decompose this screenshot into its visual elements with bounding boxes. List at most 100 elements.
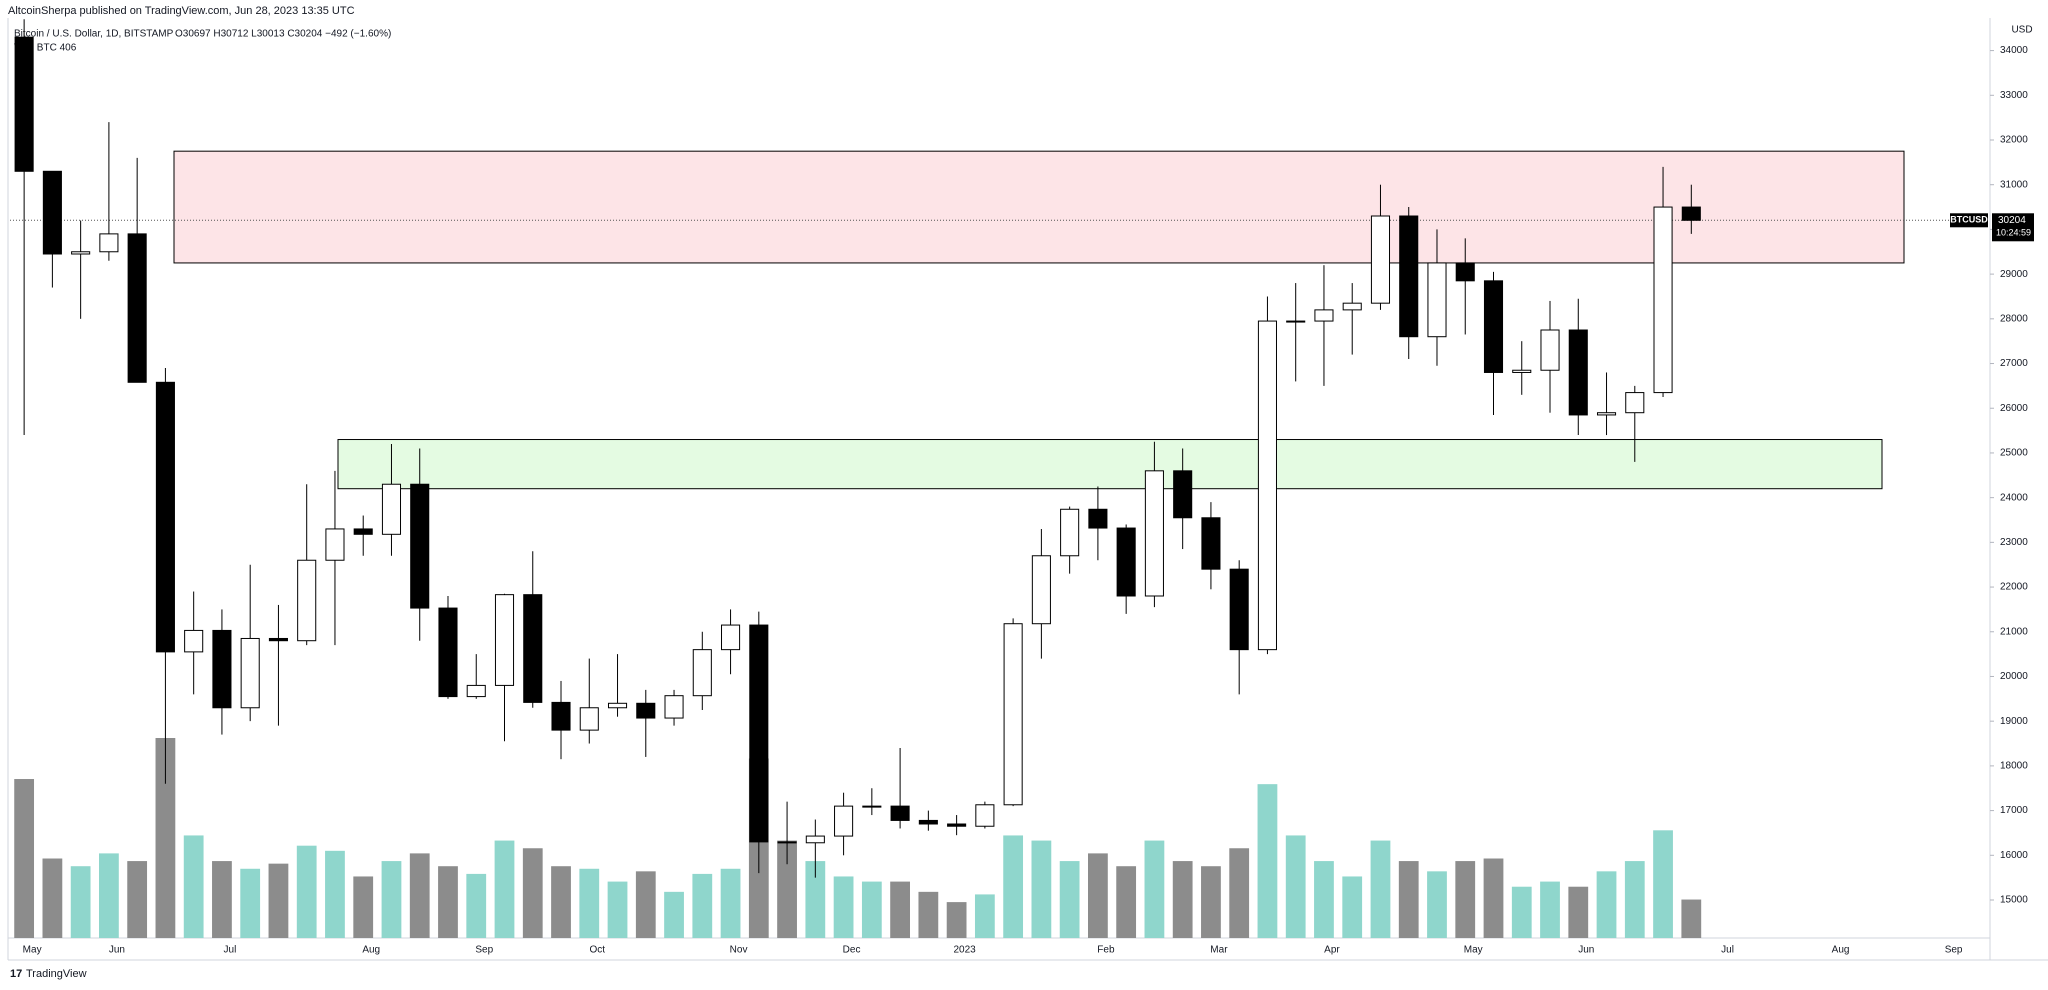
volume-bar xyxy=(325,850,345,938)
y-tick-label: 25000 xyxy=(2000,448,2028,459)
volume-bar xyxy=(974,894,995,938)
volume-bar xyxy=(1370,840,1391,938)
candle-body xyxy=(1342,302,1362,311)
candle-body xyxy=(1512,369,1532,373)
volume-bar xyxy=(268,863,289,938)
ohlc-legend: O30697 H30712 L30013 C30204 −492 (−1.60%… xyxy=(175,29,391,40)
volume-bar xyxy=(296,845,317,938)
candle-body xyxy=(268,637,288,642)
volume-bar xyxy=(607,881,628,938)
x-tick-label: Jun xyxy=(109,945,125,956)
volume-bar xyxy=(1172,861,1193,938)
volume-bar xyxy=(551,866,571,938)
candle-body xyxy=(692,649,712,697)
candle-body xyxy=(579,707,599,731)
candle-body xyxy=(494,594,515,686)
candle-body xyxy=(1286,320,1306,323)
candle-body xyxy=(523,594,543,703)
candle-body xyxy=(1399,215,1419,338)
volume-bar xyxy=(1427,871,1447,938)
y-tick-label: 34000 xyxy=(2000,45,2028,56)
candle-body xyxy=(438,607,458,698)
candle-body xyxy=(834,805,854,837)
candle-body xyxy=(1596,412,1617,416)
volume-bar xyxy=(522,848,543,938)
candle-body xyxy=(1427,262,1447,338)
price-tag xyxy=(1992,213,2034,242)
volume-bar xyxy=(1398,861,1419,938)
volume-bar xyxy=(42,858,63,938)
footer: TradingView xyxy=(26,968,87,980)
candle-body xyxy=(71,251,91,255)
volume-bar xyxy=(1511,886,1532,938)
candle-body xyxy=(1314,309,1334,322)
volume-bar xyxy=(99,853,119,938)
volume-bar xyxy=(14,779,35,938)
volume-bar xyxy=(720,868,741,938)
candle-body xyxy=(1173,470,1193,519)
y-tick-label: 28000 xyxy=(2000,313,2028,324)
candle-body xyxy=(551,701,571,731)
logo-icon: 17 xyxy=(10,968,22,980)
volume-bar xyxy=(1483,858,1504,938)
volume-bar xyxy=(1031,840,1052,938)
volume-bar xyxy=(861,881,882,938)
y-tick-label: 17000 xyxy=(2000,805,2028,816)
volume-bar xyxy=(1455,861,1476,938)
candle-body xyxy=(862,805,882,808)
volume-bar xyxy=(1059,861,1080,938)
x-tick-label: Aug xyxy=(362,945,380,956)
volume-bar xyxy=(1116,866,1137,938)
volume-bar xyxy=(409,853,430,938)
volume-bar xyxy=(1003,835,1024,938)
candle-body xyxy=(1653,206,1673,394)
candle-body xyxy=(381,483,402,535)
y-tick-label: 22000 xyxy=(2000,582,2028,593)
candle-body xyxy=(975,804,995,827)
volume-bar xyxy=(664,891,684,938)
candle-body xyxy=(325,528,345,561)
candle-body xyxy=(466,684,486,698)
y-axis-label: USD xyxy=(2011,25,2032,36)
symbol-title: Bitcoin / U.S. Dollar, 1D, BITSTAMP xyxy=(14,29,174,40)
candle-body xyxy=(1060,508,1080,557)
volume-bar xyxy=(381,861,402,938)
y-tick-label: 31000 xyxy=(2000,179,2028,190)
x-tick-label: May xyxy=(1464,945,1483,956)
y-tick-label: 16000 xyxy=(2000,850,2028,861)
x-tick-label: Sep xyxy=(1945,945,1963,956)
volume-bar xyxy=(1596,871,1617,938)
volume-bar xyxy=(212,861,232,938)
volume-bar xyxy=(353,876,374,938)
candle-body xyxy=(1540,329,1560,371)
volume-bar xyxy=(1653,830,1673,938)
x-tick-label: Feb xyxy=(1097,945,1115,956)
candle-body xyxy=(410,483,430,609)
volume-bar xyxy=(805,861,826,938)
y-tick-label: 29000 xyxy=(2000,269,2028,280)
candle-body xyxy=(1625,392,1645,414)
candle-body xyxy=(1455,262,1475,282)
volume-bar xyxy=(777,840,797,938)
volume-bar xyxy=(1624,861,1645,938)
volume-bar xyxy=(183,835,204,938)
candle-body xyxy=(1229,568,1249,651)
zone xyxy=(337,439,1883,490)
volume-bar xyxy=(946,902,967,938)
candle-body xyxy=(1116,527,1136,597)
x-tick-label: Aug xyxy=(1832,945,1850,956)
volume-bar xyxy=(1314,861,1334,938)
candle-body xyxy=(607,702,628,709)
volume-bar xyxy=(579,868,600,938)
volume-bar xyxy=(240,868,261,938)
x-tick-label: Nov xyxy=(730,945,748,956)
symbol-tag-label: BTCUSD xyxy=(1950,215,1988,225)
x-tick-label: May xyxy=(23,945,42,956)
header: AltcoinSherpa published on TradingView.c… xyxy=(8,5,355,17)
candle-body xyxy=(1088,508,1108,529)
x-tick-label: Sep xyxy=(475,945,493,956)
candle-body xyxy=(1144,470,1164,597)
volume-bar xyxy=(438,866,458,938)
volume-bar xyxy=(1229,848,1250,938)
